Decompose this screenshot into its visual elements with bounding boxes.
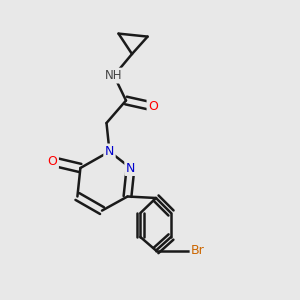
Text: O: O xyxy=(148,100,158,113)
Text: NH: NH xyxy=(105,69,123,82)
Text: N: N xyxy=(105,145,114,158)
Text: Br: Br xyxy=(191,244,205,257)
Text: O: O xyxy=(48,155,57,168)
Text: N: N xyxy=(126,161,135,175)
